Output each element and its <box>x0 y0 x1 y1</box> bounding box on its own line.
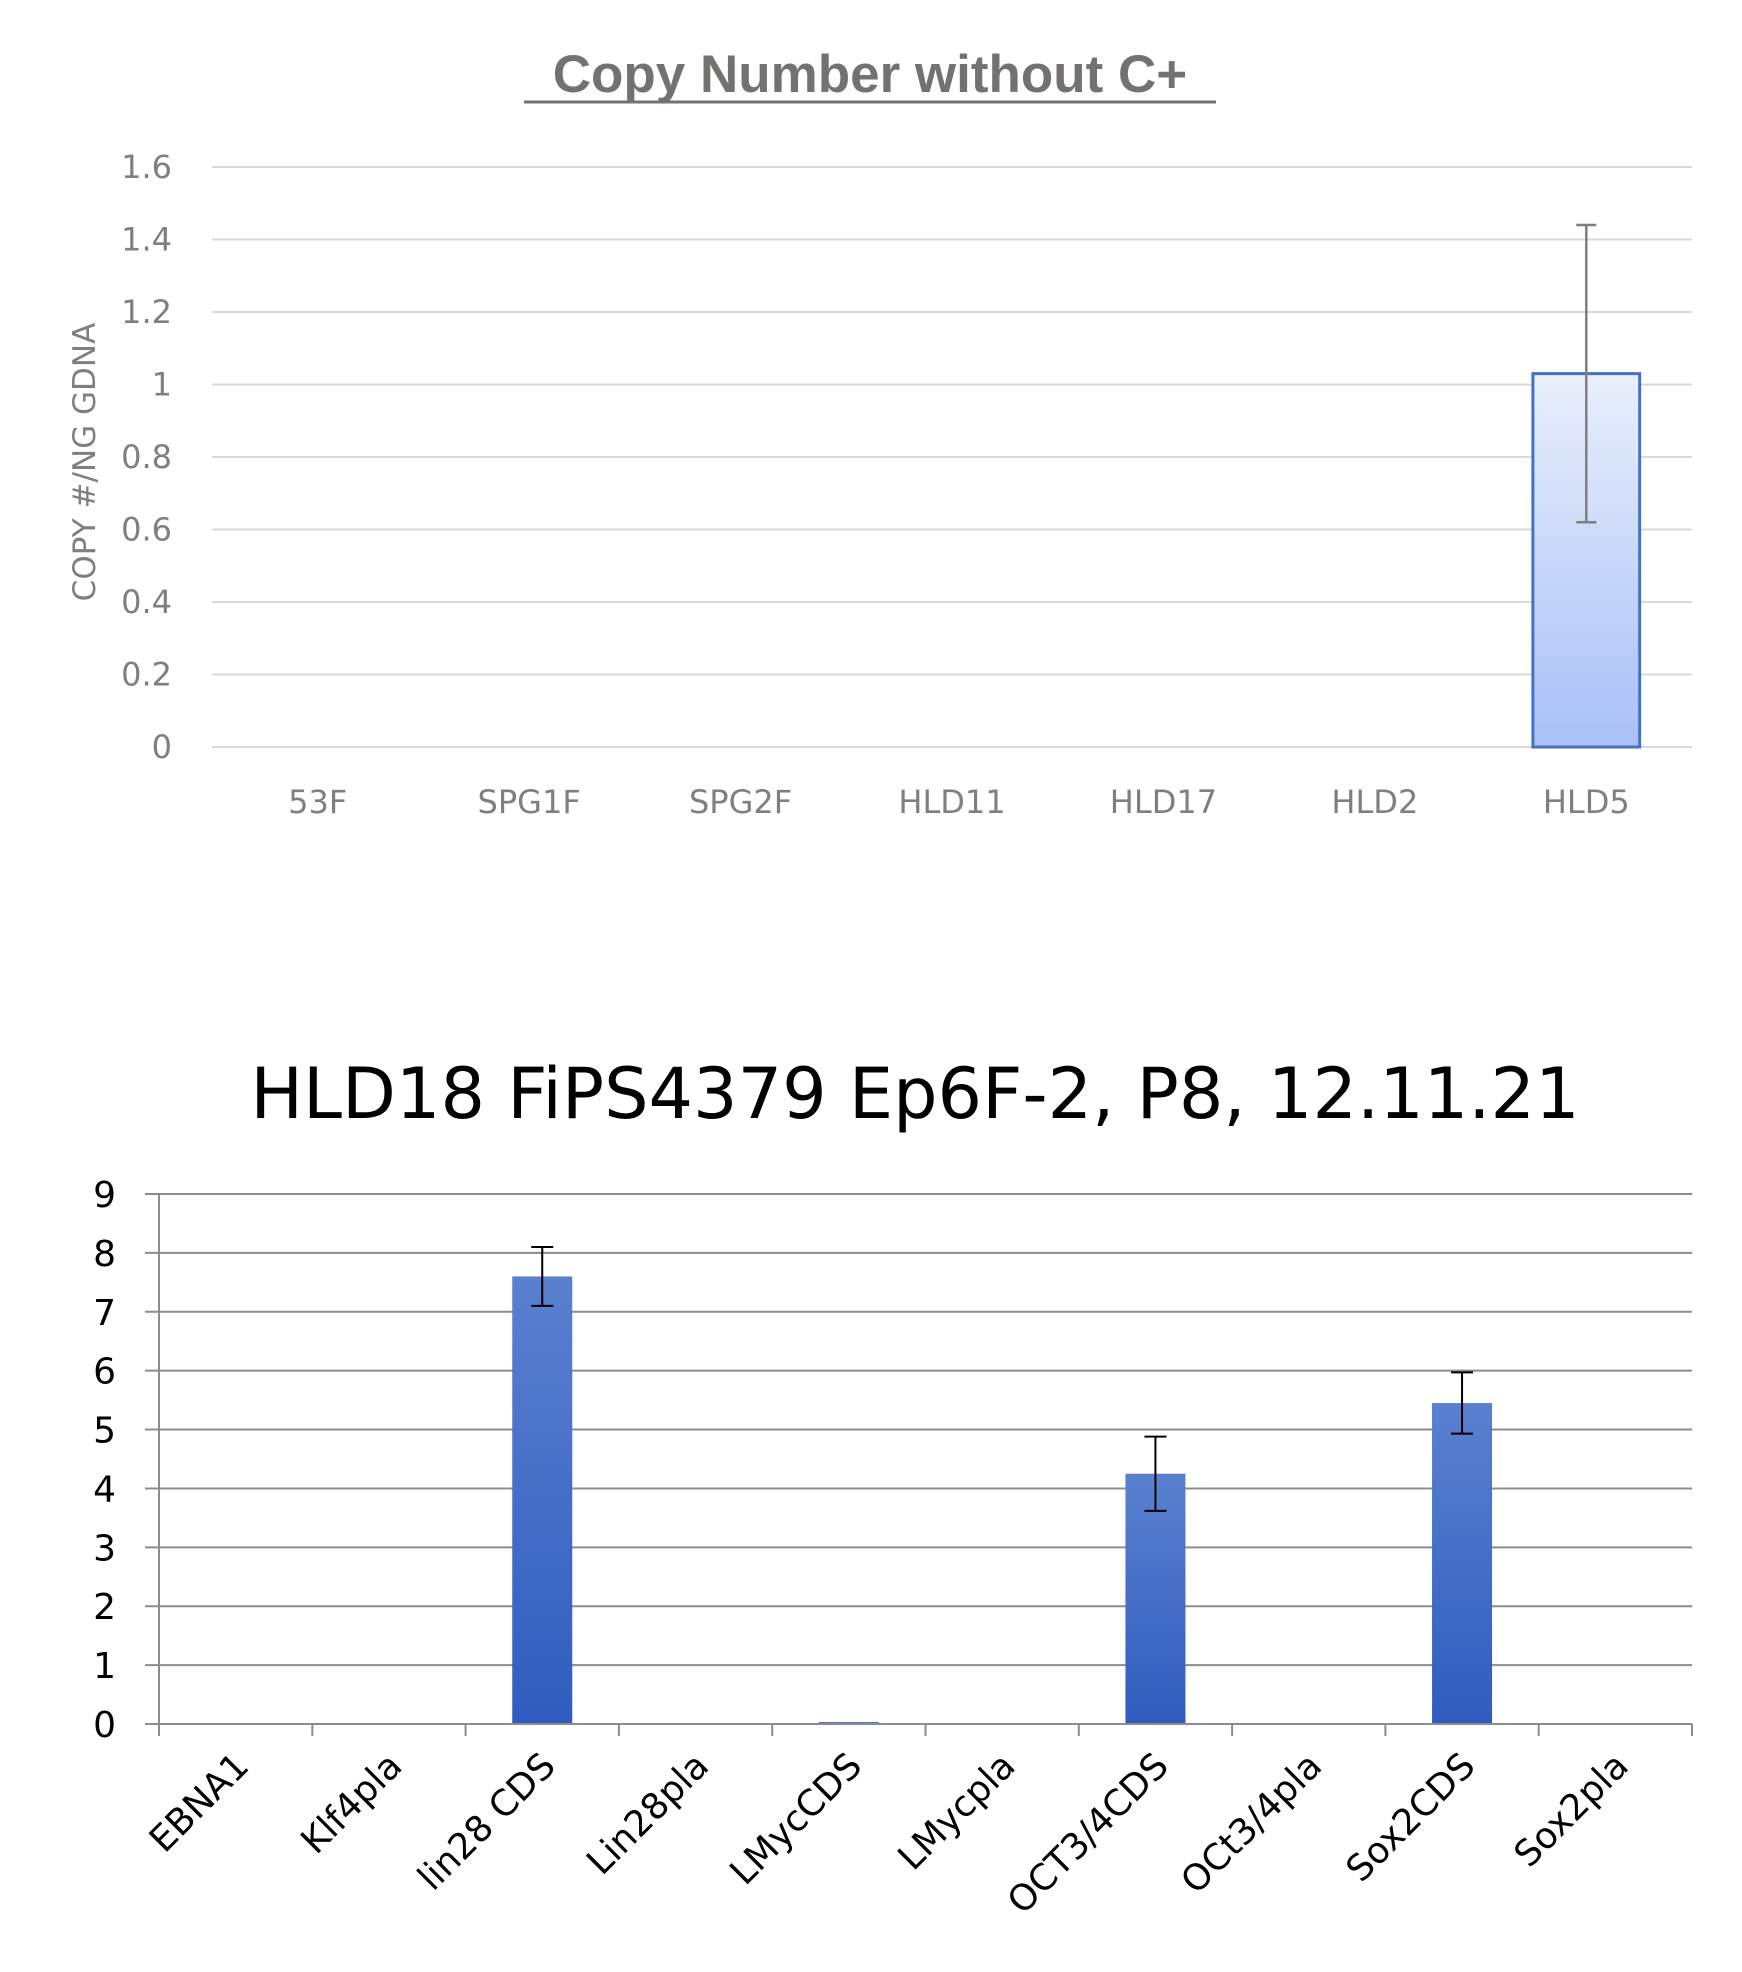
y-tick-label: 0.8 <box>121 438 172 476</box>
error-bars <box>531 1246 1474 1512</box>
x-tick-labels: EBNA1 Klf4pla lin28 CDS Lin28pla LMycCDS LMyc… <box>142 1745 1637 1922</box>
y-tick-label: 1 <box>152 366 172 404</box>
x-tick-label: LMycCDS <box>722 1745 870 1893</box>
y-tick-label: 9 <box>93 1175 116 1216</box>
x-tick-label: LMycpla <box>890 1745 1023 1878</box>
x-tick-label: OCT3/4CDS <box>1000 1745 1177 1922</box>
x-tick-labels: 53F SPG1F SPG2F HLD11 HLD17 HLD2 HLD5 <box>288 783 1630 821</box>
bar <box>1125 1473 1186 1724</box>
y-tick-label: 0.6 <box>121 511 172 549</box>
y-tick-labels: 0 1 2 3 4 5 6 7 8 9 <box>93 1175 116 1746</box>
y-tick-label: 1.2 <box>121 293 172 331</box>
x-tick-label: EBNA1 <box>142 1745 257 1860</box>
x-tick-label: Sox2pla <box>1507 1745 1637 1875</box>
x-tick-label: Sox2CDS <box>1339 1745 1484 1890</box>
y-tick-label: 0.4 <box>121 583 172 621</box>
y-tick-label: 3 <box>93 1528 116 1569</box>
x-tick-label: Klf4pla <box>294 1745 411 1862</box>
y-tick-labels: 0 0.2 0.4 0.6 0.8 1 1.2 1.4 1.6 <box>121 148 172 766</box>
x-tick-label: HLD17 <box>1110 783 1217 821</box>
y-tick-label: 1.6 <box>121 148 172 186</box>
x-tick-label: HLD5 <box>1543 783 1630 821</box>
x-tick-label: HLD2 <box>1331 783 1418 821</box>
y-tick-label: 0 <box>93 1705 116 1746</box>
bar <box>512 1276 573 1724</box>
y-tick-label: 1 <box>93 1646 116 1687</box>
chart-title: HLD18 FiPS4379 Ep6F-2, P8, 12.11.21 <box>250 1053 1579 1135</box>
x-tick-label: 53F <box>288 783 347 821</box>
chart-title: Copy Number without C+ <box>553 45 1188 104</box>
x-tick-label: Lin28pla <box>579 1745 717 1883</box>
hld18-chart: HLD18 FiPS4379 Ep6F-2, P8, 12.11.21 0 1 2 3… <box>93 1053 1693 1922</box>
y-tick-label: 5 <box>93 1411 116 1452</box>
y-tick-label: 1.4 <box>121 221 172 259</box>
y-tick-label: 4 <box>93 1469 116 1510</box>
gridlines <box>212 166 1692 748</box>
y-tick-label: 6 <box>93 1352 116 1393</box>
x-tick-label: SPG2F <box>689 783 792 821</box>
bar <box>1432 1403 1493 1724</box>
y-tick-label: 2 <box>93 1587 116 1628</box>
y-tick-label: 0 <box>152 728 172 766</box>
x-tick-label: HLD11 <box>898 783 1005 821</box>
y-tick-label: 8 <box>93 1234 116 1275</box>
x-tick-label: SPG1F <box>478 783 581 821</box>
x-tick-label: OCt3/4pla <box>1174 1745 1331 1902</box>
error-bars <box>1576 223 1597 524</box>
y-axis-label: COPY #/NG GDNA <box>67 323 103 602</box>
copy-number-chart: Copy Number without C+ COPY #/NG GDNA 00… <box>67 45 1692 821</box>
y-tick-label: 7 <box>93 1293 116 1334</box>
x-tick-label: lin28 CDS <box>410 1745 563 1898</box>
y-tick-label: 0.2 <box>121 656 172 694</box>
axes <box>158 1194 1693 1736</box>
bars <box>512 1276 1493 1724</box>
